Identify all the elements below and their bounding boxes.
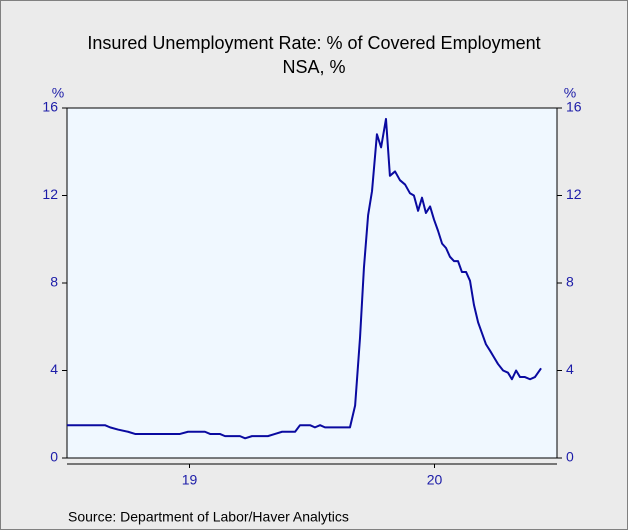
x-tick-label: 19 [182,472,198,488]
y-unit: % [52,85,64,101]
plot-area [66,107,558,459]
y-tick-label: 12 [42,186,58,202]
y2-tick-label: 0 [566,449,574,465]
y2-tick-label: 4 [566,361,574,377]
y2-tick-label: 12 [566,186,582,202]
source-note: Source: Department of Labor/Haver Analyt… [68,509,349,525]
chart-title: Insured Unemployment Rate: % of Covered … [87,33,540,53]
y2-tick-label: 8 [566,274,574,290]
y2-tick-label: 16 [566,99,582,115]
x-tick-label: 20 [427,472,443,488]
line-series [67,117,542,440]
y-tick-label: 4 [50,361,58,377]
y-tick-label: 16 [42,99,58,115]
chart-subtitle: NSA, % [282,57,345,77]
y-tick-label: 8 [50,274,58,290]
y2-unit: % [564,85,576,101]
y-tick-label: 0 [50,449,58,465]
